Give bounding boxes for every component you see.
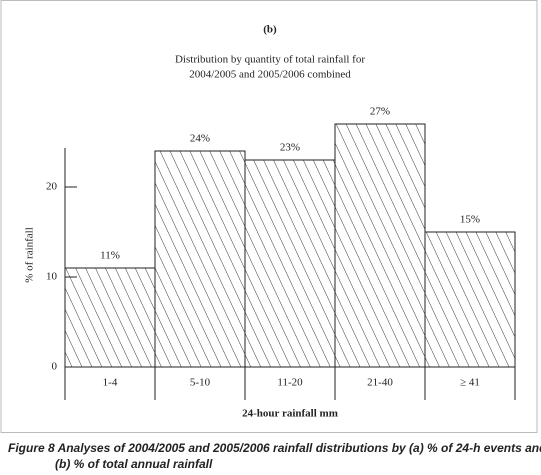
- bar: [64, 267, 156, 368]
- chart-title: 2004/2005 and 2005/2006 combined: [189, 69, 351, 81]
- value-label: 15%: [460, 214, 480, 226]
- caption: (b) % of total annual rainfall: [55, 457, 213, 471]
- chart-title: Distribution by quantity of total rainfa…: [175, 54, 365, 66]
- value-label: 11%: [100, 250, 120, 262]
- bar: [244, 159, 336, 368]
- bar: [424, 231, 516, 368]
- caption: Figure 8 Analyses of 2004/2005 and 2005/…: [8, 441, 541, 455]
- value-label: 23%: [280, 142, 300, 154]
- value-label: 24%: [190, 133, 210, 145]
- y-tick-label: 20: [46, 181, 58, 193]
- x-tick-label: 1-4: [103, 377, 118, 389]
- x-tick-label: 11-20: [277, 377, 303, 389]
- frame: [0, 0, 538, 433]
- bar: [154, 150, 246, 368]
- y-tick-label: 10: [46, 271, 58, 283]
- x-tick-label: 21-40: [367, 377, 393, 389]
- x-tick-label: ≥ 41: [460, 377, 480, 389]
- y-axis-label: % of rainfall: [24, 227, 36, 283]
- value-label: 27%: [370, 106, 390, 118]
- bar: [334, 123, 426, 368]
- x-tick-label: 5-10: [190, 377, 211, 389]
- y-tick-label: 0: [52, 361, 58, 373]
- panel-label: (b): [263, 24, 277, 36]
- x-axis-label: 24-hour rainfall mm: [242, 408, 338, 420]
